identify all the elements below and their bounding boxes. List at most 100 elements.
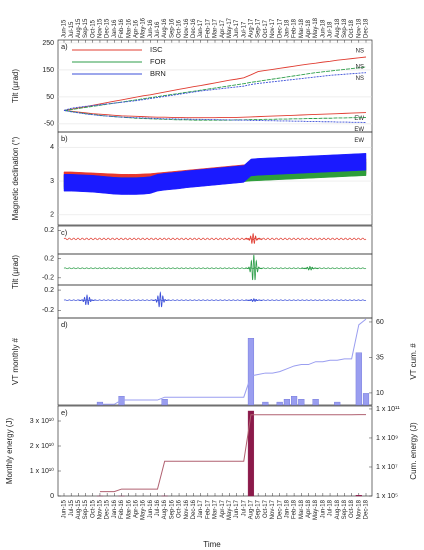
cumulative-line: [99, 318, 367, 405]
x-tick-label: Apr-17: [220, 499, 226, 518]
x-tick-label: May-16: [141, 499, 147, 520]
x-tick-label-top: Nov-17: [270, 18, 276, 38]
tilt-burst: [245, 298, 263, 302]
y2-tick-label: 10: [376, 390, 384, 397]
y-tick-label: -50: [44, 121, 54, 128]
component-label: EW: [354, 116, 364, 122]
y-tick-label: 3 x 10¹⁰: [30, 417, 54, 425]
y-axis-title: Tilt (µrad): [11, 255, 20, 289]
x-tick-label: Mar-16: [126, 499, 132, 519]
y2-tick-label: 60: [376, 319, 384, 326]
x-tick-label-top: Mar-17: [213, 18, 219, 38]
tilt-burst: [78, 294, 96, 305]
y-tick-label: 0.2: [44, 256, 54, 263]
x-tick-label-top: Mar-16: [126, 18, 132, 38]
x-tick-label-top: Oct-18: [349, 19, 355, 38]
x-tick-label-top: Jul-16: [155, 21, 161, 38]
x-tick-label: Mar-17: [213, 499, 219, 519]
x-tick-label: Jan-16: [112, 499, 118, 518]
bar: [355, 352, 362, 406]
y-tick-label: 2: [50, 212, 54, 219]
bar: [96, 401, 104, 406]
x-tick-label: Oct-16: [177, 499, 183, 518]
legend-label: FOR: [150, 57, 166, 66]
x-tick-label-top: Apr-18: [306, 19, 312, 38]
x-tick-label-top: Dec-16: [191, 18, 197, 38]
x-tick-label-top: Jun-15: [62, 19, 68, 38]
x-tick-label-top: Aug-15: [76, 18, 82, 38]
x-tick-label: May-18: [313, 499, 319, 520]
panel-label: d): [61, 320, 68, 329]
tilt-burst: [301, 265, 319, 271]
y-tick-label: 50: [46, 94, 54, 101]
panel-label: c): [61, 228, 68, 237]
y-tick-label: 4: [50, 144, 54, 151]
x-tick-label: Sep-18: [342, 499, 348, 519]
panel-frame: [57, 284, 373, 319]
x-tick-label-top: Mar-18: [299, 18, 305, 38]
bar: [262, 401, 269, 406]
x-tick-label: Apr-18: [306, 499, 312, 518]
x-tick-label-top: Jan-17: [198, 19, 204, 38]
x-tick-label: Aug-15: [76, 499, 82, 519]
x-tick-label-top: Feb-18: [292, 18, 298, 38]
x-tick-label: Aug-16: [162, 499, 168, 519]
panel-frame: [57, 405, 373, 497]
y-axis-title: VT monthly #: [11, 337, 20, 385]
tilt-line: [63, 72, 367, 111]
x-tick-label-top: Jul-17: [241, 21, 247, 38]
x-tick-label-top: Jan-18: [284, 19, 290, 38]
x-tick-label: Jan-18: [284, 499, 290, 518]
x-tick-label-top: May-17: [227, 17, 233, 38]
legend-label: ISC: [150, 45, 163, 54]
bar: [283, 399, 290, 406]
y2-tick-label: 1 x 10⁹: [376, 435, 398, 442]
x-tick-label: Sep-15: [83, 499, 89, 519]
y-tick-label: 3: [50, 178, 54, 185]
panel-frame: [57, 253, 373, 286]
x-tick-label: Nov-16: [184, 499, 190, 519]
bar: [334, 401, 341, 406]
x-tick-label: Oct-15: [90, 499, 96, 518]
y-axis-title: Monthly energy (J): [5, 418, 14, 485]
x-tick-label-top: Oct-15: [90, 19, 96, 38]
x-tick-label-top: Sep-17: [256, 18, 262, 38]
x-tick-label-top: Sep-18: [342, 18, 348, 38]
panel-frame: [57, 225, 373, 255]
x-tick-label: Feb-16: [119, 499, 125, 519]
x-tick-label-top: Oct-16: [177, 19, 183, 38]
component-label: EW: [354, 138, 364, 144]
tilt-burst: [151, 291, 169, 308]
tilt-burst: [244, 232, 262, 244]
tilt-line: [63, 109, 367, 119]
x-tick-label-top: Jun-17: [234, 19, 240, 38]
x-tick-label: Sep-16: [169, 499, 175, 519]
x-tick-label: Nov-17: [270, 499, 276, 519]
y-tick-label: -0.2: [42, 307, 54, 314]
x-tick-label: Dec-16: [191, 499, 197, 519]
x-tick-label: Oct-18: [349, 499, 355, 518]
tilt-line: [63, 56, 367, 111]
x-tick-label-top: Jul-15: [69, 21, 75, 38]
x-tick-label-top: Jun-16: [148, 19, 154, 38]
declination-band: [63, 153, 367, 195]
x-tick-label: Jun-18: [320, 499, 326, 518]
x-tick-label-top: Oct-17: [263, 19, 269, 38]
y2-tick-label: 1 x 10⁵: [376, 493, 398, 500]
x-tick-label: Jun-17: [234, 499, 240, 518]
x-tick-label-top: Nov-15: [98, 18, 104, 38]
x-tick-label: Jul-16: [155, 499, 161, 516]
panel-label: a): [61, 42, 68, 51]
x-tick-label: Feb-17: [205, 499, 211, 519]
x-axis-title: Time: [203, 540, 221, 549]
x-tick-label: Jun-16: [148, 499, 154, 518]
y-tick-label: 250: [42, 40, 54, 47]
bar: [298, 399, 305, 406]
x-tick-label: Nov-15: [98, 499, 104, 519]
x-tick-label: Jan-17: [198, 499, 204, 518]
y-tick-label: 0.2: [44, 227, 54, 234]
x-tick-label-top: May-16: [141, 17, 147, 38]
bar: [118, 396, 125, 406]
